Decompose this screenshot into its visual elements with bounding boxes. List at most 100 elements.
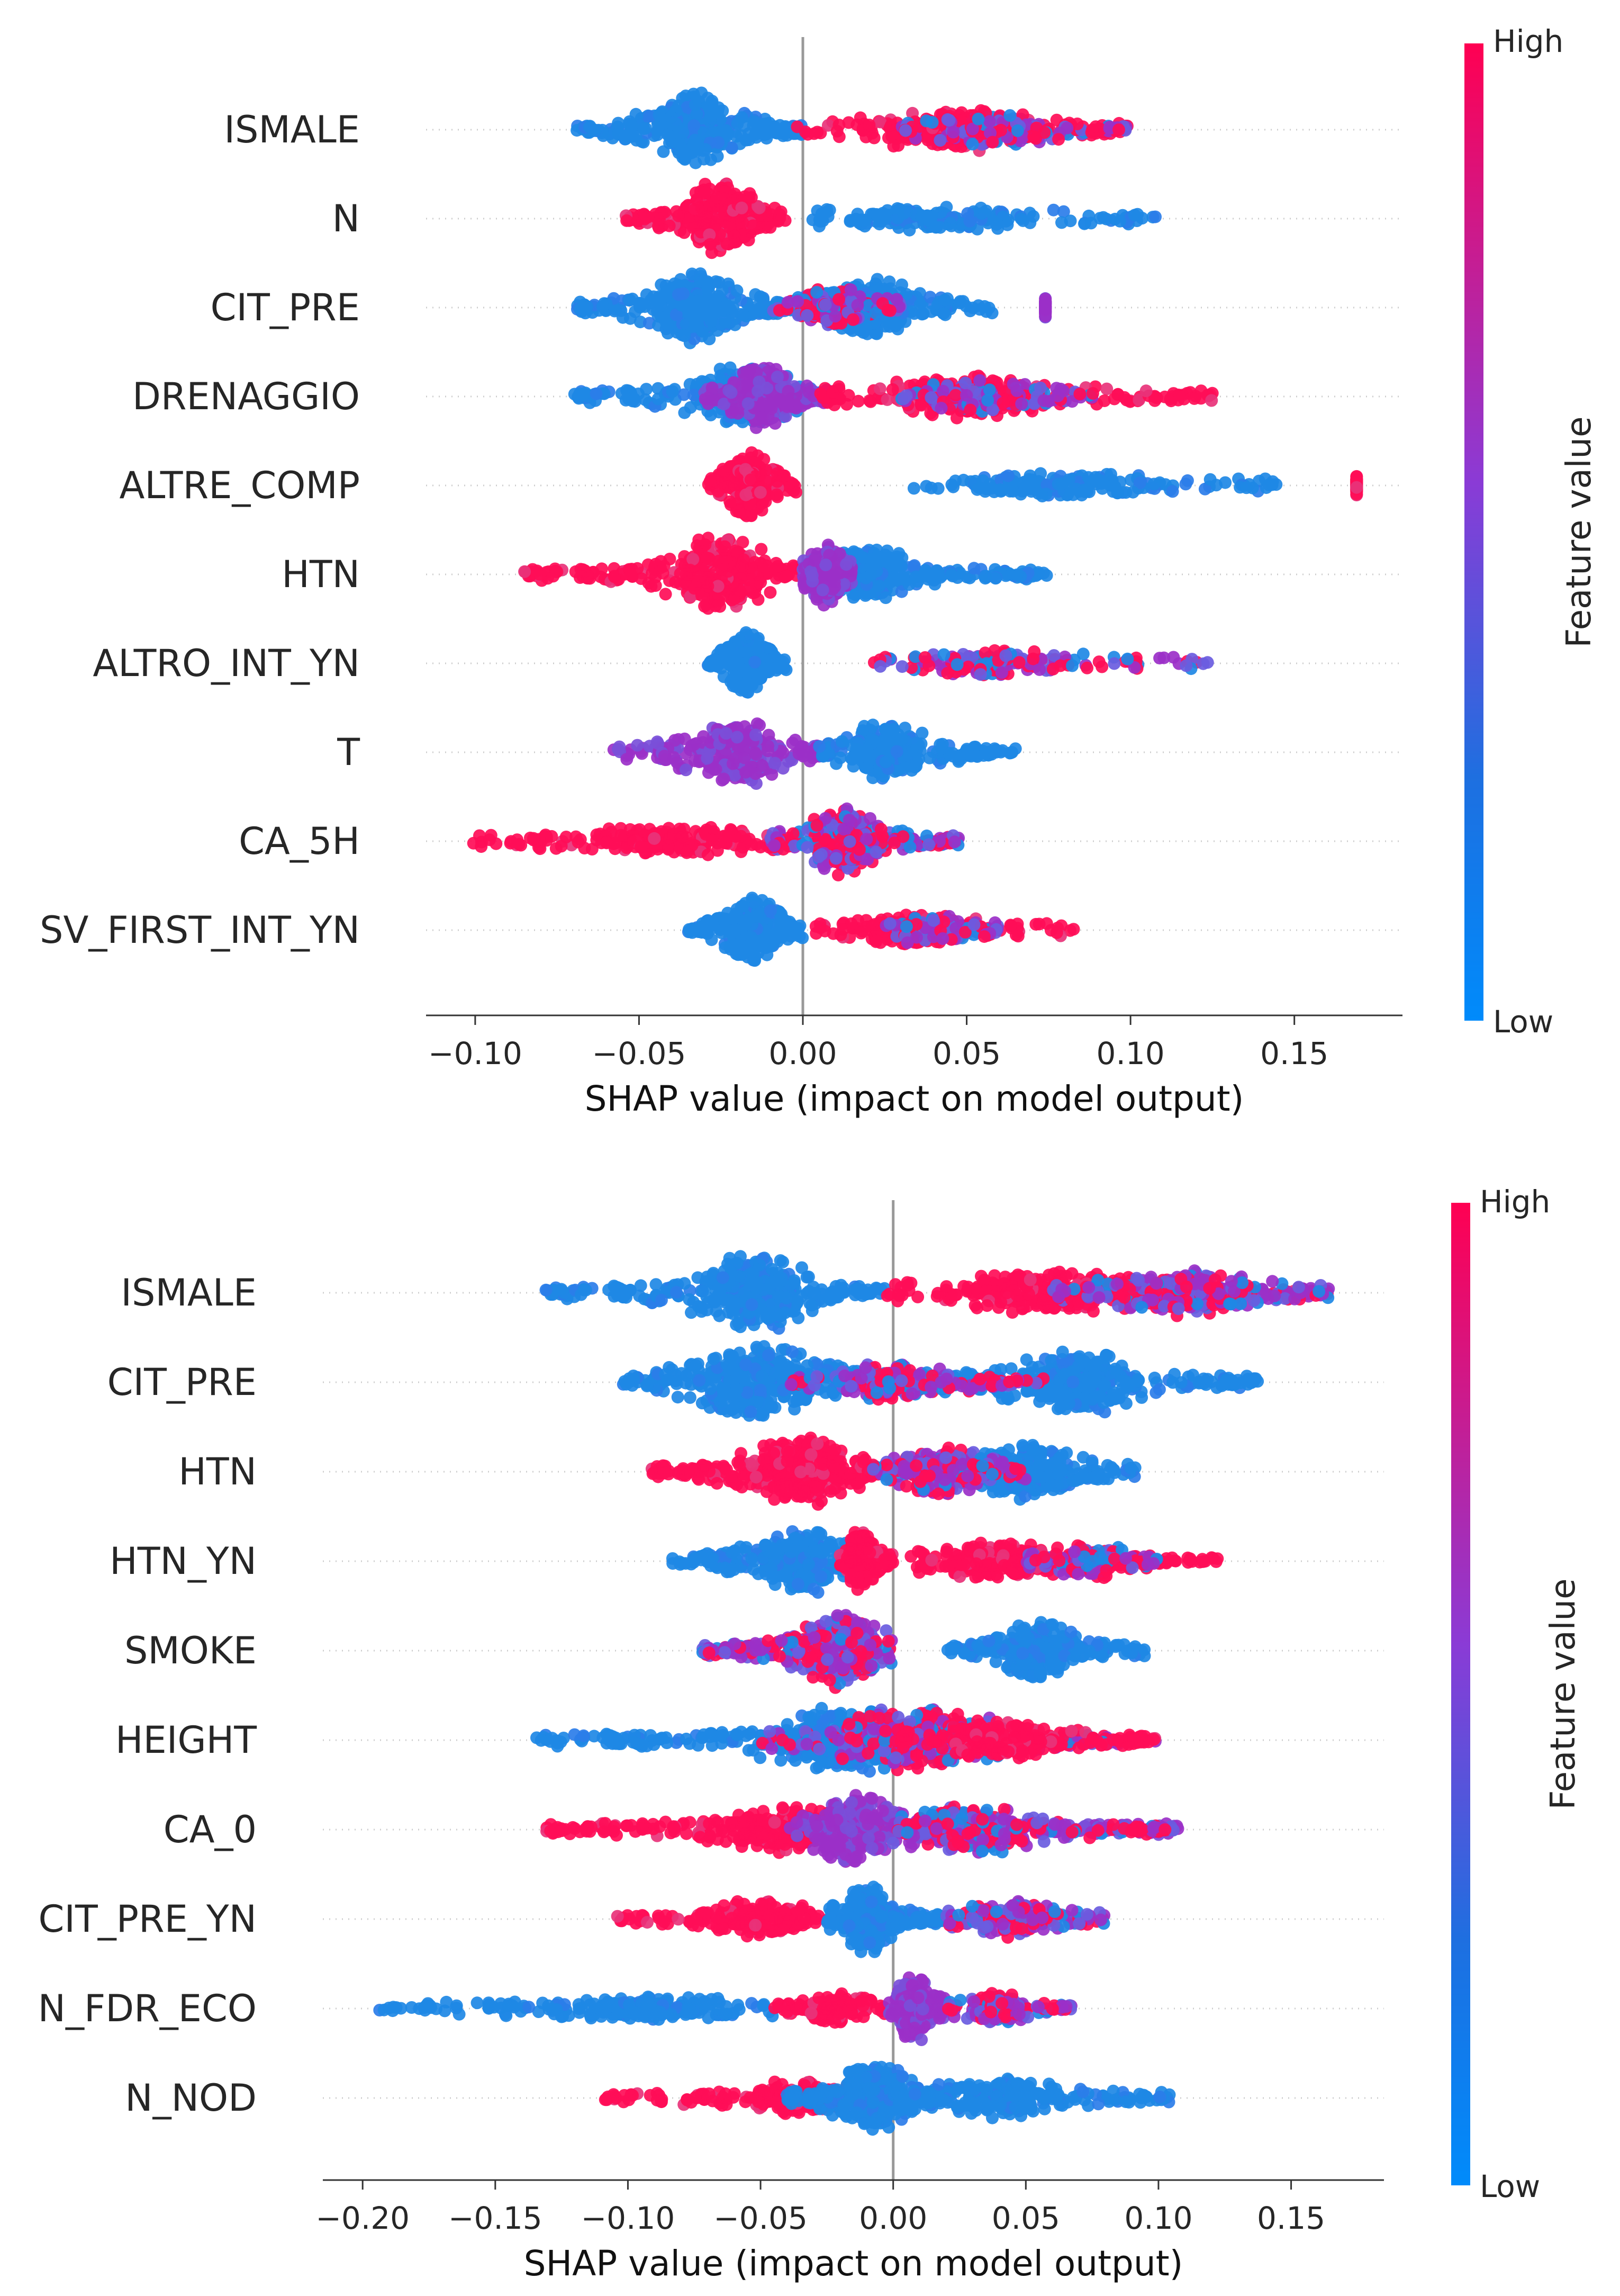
shap-point bbox=[664, 111, 677, 124]
shap-point bbox=[741, 397, 755, 410]
shap-point bbox=[690, 193, 703, 206]
shap-point bbox=[1166, 485, 1179, 498]
shap-point bbox=[737, 308, 750, 321]
shap-point bbox=[646, 567, 658, 580]
shap-point bbox=[689, 156, 702, 169]
shap-point bbox=[651, 212, 664, 225]
shap-point bbox=[1085, 126, 1098, 139]
shap-point bbox=[754, 290, 767, 303]
shap-point bbox=[674, 273, 687, 286]
shap-point bbox=[737, 553, 750, 566]
shap-point bbox=[1014, 570, 1027, 583]
shap-point bbox=[675, 299, 688, 312]
shap-point bbox=[616, 311, 629, 324]
shap-point bbox=[685, 267, 699, 281]
shap-point bbox=[814, 215, 827, 228]
shap-point bbox=[750, 125, 764, 139]
shap-point bbox=[1194, 384, 1208, 398]
shap-point bbox=[1120, 393, 1133, 407]
shap-point bbox=[949, 389, 962, 402]
shap-point bbox=[856, 124, 870, 137]
shap-point bbox=[808, 127, 821, 140]
shap-point bbox=[1025, 477, 1038, 490]
shap-point bbox=[691, 539, 704, 552]
shap-point bbox=[686, 553, 700, 566]
shap-point bbox=[666, 385, 679, 398]
shap-point bbox=[846, 313, 859, 326]
shap-point bbox=[751, 577, 764, 590]
shap-point bbox=[791, 295, 804, 308]
shap-point bbox=[754, 486, 767, 499]
shap-point bbox=[816, 583, 829, 597]
shap-point bbox=[844, 283, 857, 296]
shap-point bbox=[871, 273, 884, 286]
shap-point bbox=[892, 139, 905, 152]
shap-point bbox=[781, 400, 794, 413]
shap-point bbox=[727, 301, 740, 314]
shap-point bbox=[851, 208, 864, 221]
shap-point bbox=[723, 495, 737, 508]
shap-point bbox=[840, 558, 853, 571]
shap-point bbox=[921, 567, 935, 580]
shap-point bbox=[778, 469, 791, 482]
shap-point bbox=[649, 579, 662, 592]
shap-point bbox=[1027, 130, 1040, 143]
shap-point bbox=[1111, 487, 1124, 500]
shap-point bbox=[1084, 217, 1098, 230]
shap-point bbox=[1055, 216, 1068, 229]
shap-point bbox=[1100, 382, 1114, 395]
shap-point bbox=[1037, 394, 1051, 407]
shap-point bbox=[1114, 214, 1126, 228]
shap-point bbox=[899, 124, 912, 137]
shap-point bbox=[643, 110, 656, 123]
shap-point bbox=[819, 298, 832, 311]
beeswarm-dots-1 bbox=[467, 86, 1363, 967]
shap-point bbox=[680, 318, 693, 331]
shap-point bbox=[637, 122, 650, 136]
shap-point bbox=[684, 563, 697, 577]
shap-point bbox=[782, 385, 795, 398]
shap-point bbox=[973, 374, 987, 387]
shap-point bbox=[934, 221, 947, 234]
shap-point bbox=[698, 213, 711, 227]
shap-point bbox=[739, 488, 753, 501]
shap-point bbox=[963, 214, 976, 228]
shap-point bbox=[743, 133, 756, 147]
shap-point bbox=[662, 327, 674, 340]
shap-point bbox=[633, 301, 646, 314]
shap-point bbox=[997, 397, 1010, 410]
shap-point bbox=[972, 299, 985, 312]
shap-point bbox=[624, 568, 637, 581]
shap-point bbox=[738, 120, 751, 132]
shap-point bbox=[771, 371, 784, 384]
shap-point bbox=[705, 388, 718, 401]
shap-point bbox=[1073, 388, 1087, 401]
shap-point bbox=[677, 226, 691, 239]
shap-point bbox=[946, 570, 959, 583]
shap-point bbox=[730, 284, 744, 298]
shap-point bbox=[791, 120, 804, 133]
shap-point bbox=[651, 124, 664, 138]
shap-point bbox=[726, 477, 739, 490]
shap-point bbox=[662, 128, 674, 141]
shap-summary-plot-1: ISMALENCIT_PREDRENAGGIOALTRE_COMPHTNALTR… bbox=[40, 23, 1599, 1119]
shap-point bbox=[1062, 473, 1075, 487]
shap-point bbox=[596, 300, 609, 313]
shap-point bbox=[1147, 478, 1161, 491]
shap-point bbox=[631, 214, 644, 228]
shap-point bbox=[804, 565, 818, 578]
shap-point bbox=[761, 475, 774, 488]
shap-point bbox=[710, 191, 723, 204]
shap-point bbox=[704, 314, 717, 328]
shap-point bbox=[1203, 473, 1217, 486]
shap-point bbox=[689, 133, 702, 147]
shap-point bbox=[876, 297, 889, 310]
shap-point bbox=[935, 402, 948, 415]
shap-point bbox=[656, 311, 669, 325]
shap-point bbox=[829, 310, 842, 323]
shap-point bbox=[873, 382, 886, 395]
shap-point bbox=[576, 301, 589, 313]
shap-point bbox=[983, 383, 996, 397]
shap-point bbox=[913, 298, 927, 311]
